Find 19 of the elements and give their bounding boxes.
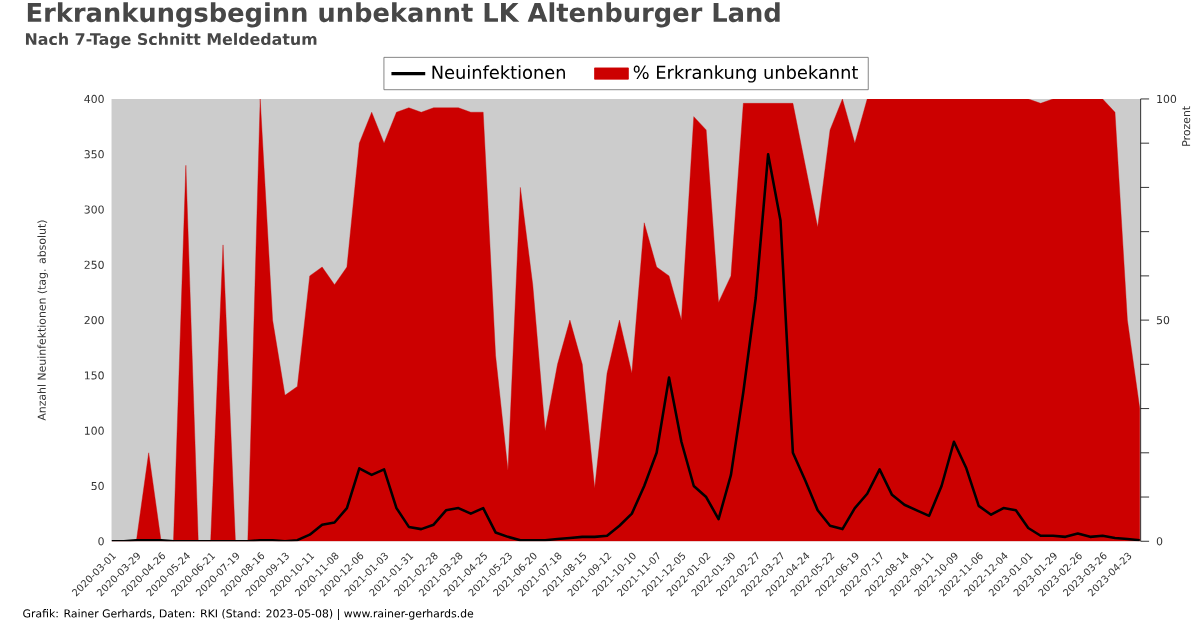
- y-tick-label: 0: [98, 536, 104, 546]
- y-tick-label: 200: [84, 315, 104, 325]
- chart-subtitle: Nach 7-Tage Schnitt Meldedatum: [25, 32, 317, 49]
- y-tick-label: 50: [91, 481, 104, 490]
- chart-title: Erkrankungsbeginn unbekannt LK Altenburger Land: [27, 2, 780, 28]
- legend-label: Neuinfektionen: [432, 65, 565, 79]
- y2-tick-label: 0: [1156, 536, 1163, 546]
- y-tick-label: 350: [84, 149, 104, 159]
- y-axis-title: Anzahl Neuinfektionen (tag. absolut): [37, 220, 48, 421]
- y2-tick-label: 100: [1157, 94, 1177, 103]
- y2-tick-label: 50: [1156, 315, 1170, 325]
- y-tick-label: 250: [84, 260, 104, 269]
- y-tick-label: 400: [84, 94, 104, 103]
- text: Grafik: Rainer Gerhards, Daten: RKI (Stand: 2023-05-08) | www.rainer-gerhards.de: [23, 608, 474, 620]
- legend-label: % Erkrankung unbekannt: [633, 65, 858, 83]
- y-tick-label: 300: [84, 205, 104, 214]
- y2-axis-title: Prozent: [1182, 106, 1191, 146]
- y-tick-label: 100: [84, 426, 104, 435]
- y-tick-label: 150: [84, 371, 104, 380]
